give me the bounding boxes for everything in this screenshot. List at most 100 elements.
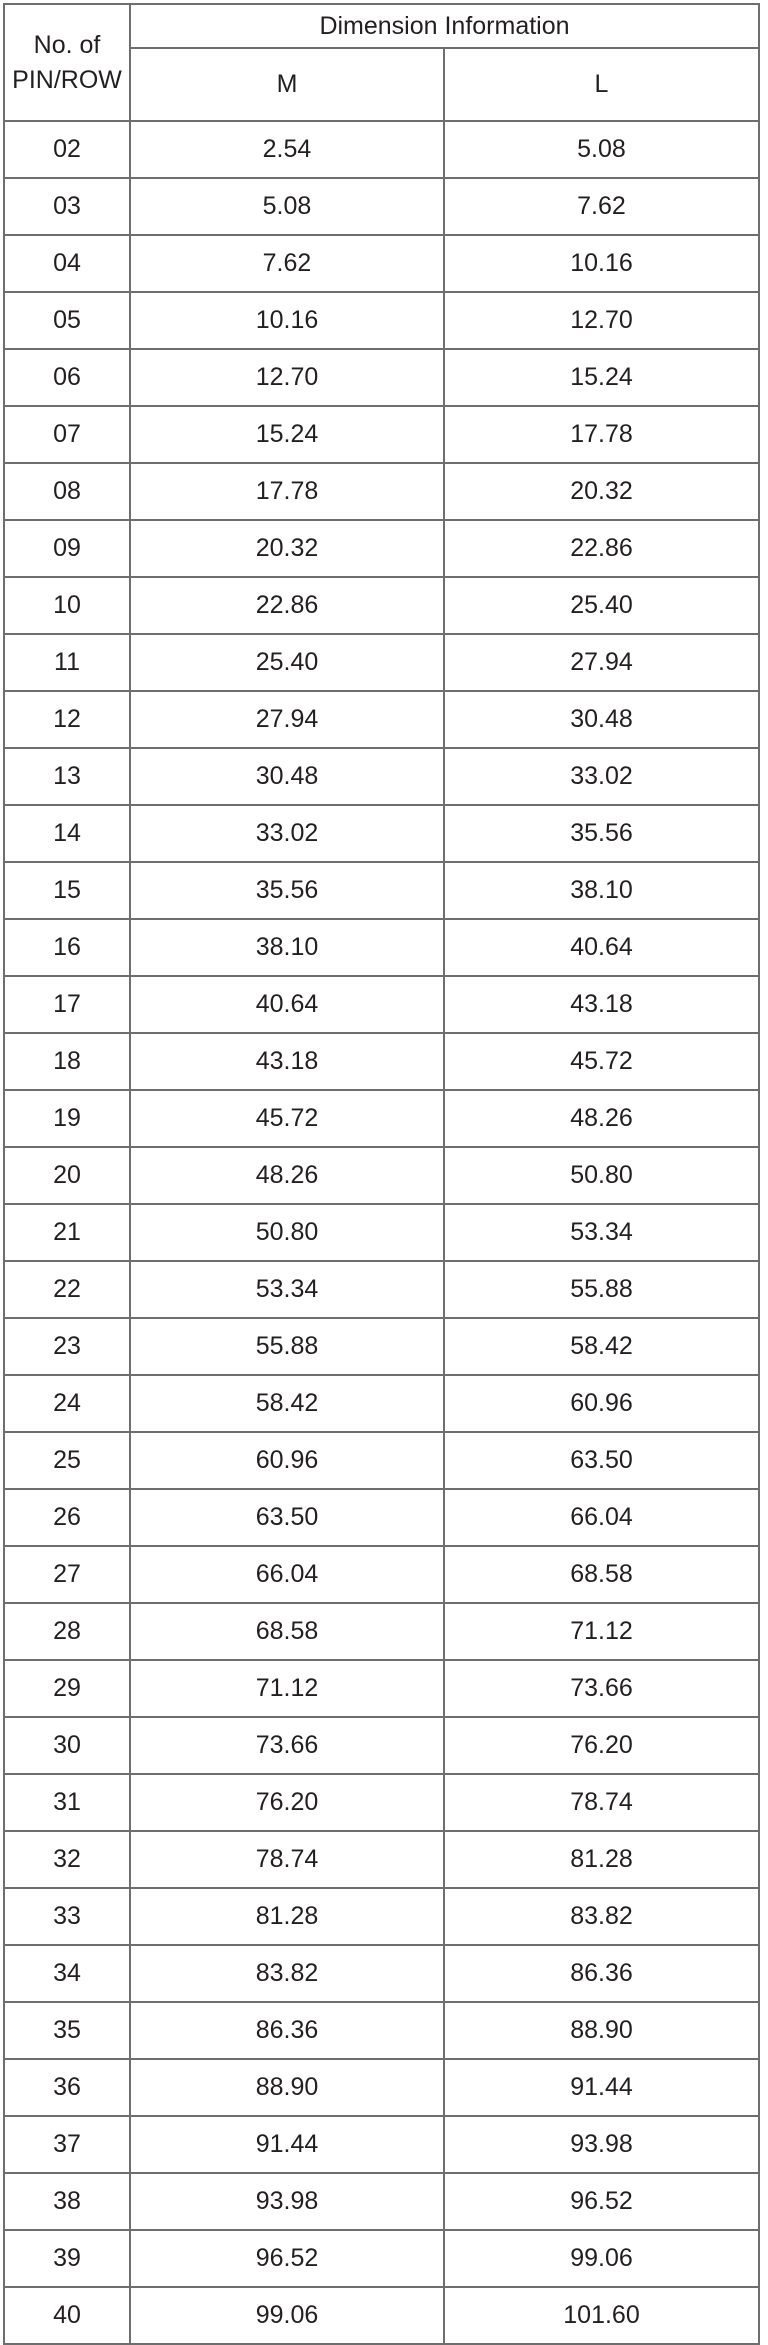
cell-dimension-l: 78.74	[443, 1773, 760, 1832]
cell-dimension-m: 20.32	[129, 519, 445, 578]
cell-dimension-m: 35.56	[129, 861, 445, 920]
cell-dimension-l: 48.26	[443, 1089, 760, 1148]
cell-dimension-l: 71.12	[443, 1602, 760, 1661]
cell-dimension-m: 25.40	[129, 633, 445, 692]
cell-dimension-l: 43.18	[443, 975, 760, 1034]
cell-dimension-l: 60.96	[443, 1374, 760, 1433]
cell-dimension-l: 58.42	[443, 1317, 760, 1376]
cell-pin-per-row: 33	[3, 1887, 131, 1946]
cell-dimension-l: 76.20	[443, 1716, 760, 1775]
table-row: 33 81.28 83.82	[3, 1887, 760, 1946]
cell-pin-per-row: 14	[3, 804, 131, 863]
cell-dimension-l: 53.34	[443, 1203, 760, 1262]
cell-dimension-m: 93.98	[129, 2172, 445, 2231]
table-row: 13 30.48 33.02	[3, 747, 760, 806]
cell-dimension-l: 17.78	[443, 405, 760, 464]
cell-dimension-l: 86.36	[443, 1944, 760, 2003]
table-row: 05 10.16 12.70	[3, 291, 760, 350]
table-row: 06 12.70 15.24	[3, 348, 760, 407]
cell-dimension-m: 48.26	[129, 1146, 445, 1205]
cell-dimension-m: 63.50	[129, 1488, 445, 1547]
table-row: 40 99.06 101.60	[3, 2286, 760, 2345]
cell-pin-per-row: 39	[3, 2229, 131, 2288]
table-row: 07 15.24 17.78	[3, 405, 760, 464]
cell-pin-per-row: 10	[3, 576, 131, 635]
cell-dimension-m: 66.04	[129, 1545, 445, 1604]
cell-pin-per-row: 07	[3, 405, 131, 464]
table-row: 14 33.02 35.56	[3, 804, 760, 863]
cell-dimension-l: 15.24	[443, 348, 760, 407]
cell-dimension-l: 93.98	[443, 2115, 760, 2174]
cell-pin-per-row: 03	[3, 177, 131, 236]
cell-pin-per-row: 04	[3, 234, 131, 293]
table-row: 11 25.40 27.94	[3, 633, 760, 692]
cell-dimension-l: 73.66	[443, 1659, 760, 1718]
cell-dimension-m: 81.28	[129, 1887, 445, 1946]
cell-dimension-l: 25.40	[443, 576, 760, 635]
header-pin-line1: No. of	[33, 31, 101, 59]
table-row: 10 22.86 25.40	[3, 576, 760, 635]
cell-dimension-l: 27.94	[443, 633, 760, 692]
table-row: 28 68.58 71.12	[3, 1602, 760, 1661]
cell-dimension-m: 60.96	[129, 1431, 445, 1490]
cell-pin-per-row: 28	[3, 1602, 131, 1661]
cell-pin-per-row: 30	[3, 1716, 131, 1775]
cell-dimension-m: 43.18	[129, 1032, 445, 1091]
cell-pin-per-row: 20	[3, 1146, 131, 1205]
table-row: 34 83.82 86.36	[3, 1944, 760, 2003]
cell-dimension-l: 96.52	[443, 2172, 760, 2231]
cell-dimension-m: 88.90	[129, 2058, 445, 2117]
cell-pin-per-row: 18	[3, 1032, 131, 1091]
cell-pin-per-row: 08	[3, 462, 131, 521]
cell-dimension-m: 40.64	[129, 975, 445, 1034]
table-row: 17 40.64 43.18	[3, 975, 760, 1034]
cell-dimension-m: 96.52	[129, 2229, 445, 2288]
table-row: 16 38.10 40.64	[3, 918, 760, 977]
cell-dimension-m: 45.72	[129, 1089, 445, 1148]
cell-dimension-m: 78.74	[129, 1830, 445, 1889]
cell-dimension-m: 55.88	[129, 1317, 445, 1376]
table-row: 36 88.90 91.44	[3, 2058, 760, 2117]
cell-pin-per-row: 40	[3, 2286, 131, 2345]
header-dimension-information: Dimension Information	[129, 3, 760, 49]
cell-pin-per-row: 11	[3, 633, 131, 692]
cell-pin-per-row: 38	[3, 2172, 131, 2231]
cell-dimension-l: 10.16	[443, 234, 760, 293]
dimension-table-container: No. of PIN/ROW Dimension Information M L…	[3, 3, 760, 2345]
cell-pin-per-row: 25	[3, 1431, 131, 1490]
header-pin-line2: PIN/ROW	[12, 65, 122, 94]
cell-dimension-l: 30.48	[443, 690, 760, 749]
cell-dimension-m: 86.36	[129, 2001, 445, 2060]
cell-dimension-l: 20.32	[443, 462, 760, 521]
cell-pin-per-row: 24	[3, 1374, 131, 1433]
cell-pin-per-row: 29	[3, 1659, 131, 1718]
cell-dimension-m: 10.16	[129, 291, 445, 350]
cell-pin-per-row: 13	[3, 747, 131, 806]
cell-dimension-l: 101.60	[443, 2286, 760, 2345]
cell-pin-per-row: 16	[3, 918, 131, 977]
cell-pin-per-row: 05	[3, 291, 131, 350]
cell-dimension-l: 99.06	[443, 2229, 760, 2288]
table-row: 26 63.50 66.04	[3, 1488, 760, 1547]
header-row-secondary: M L	[4, 47, 760, 122]
cell-dimension-l: 40.64	[443, 918, 760, 977]
cell-dimension-m: 71.12	[129, 1659, 445, 1718]
cell-dimension-m: 58.42	[129, 1374, 445, 1433]
cell-pin-per-row: 19	[3, 1089, 131, 1148]
table-row: 21 50.80 53.34	[3, 1203, 760, 1262]
cell-pin-per-row: 21	[3, 1203, 131, 1262]
cell-dimension-m: 91.44	[129, 2115, 445, 2174]
header-column-m: M	[129, 47, 445, 122]
cell-dimension-l: 7.62	[443, 177, 760, 236]
cell-pin-per-row: 09	[3, 519, 131, 578]
table-row: 38 93.98 96.52	[3, 2172, 760, 2231]
table-row: 24 58.42 60.96	[3, 1374, 760, 1433]
cell-dimension-m: 7.62	[129, 234, 445, 293]
cell-dimension-m: 99.06	[129, 2286, 445, 2345]
cell-dimension-m: 2.54	[129, 120, 445, 179]
cell-pin-per-row: 12	[3, 690, 131, 749]
cell-pin-per-row: 23	[3, 1317, 131, 1376]
cell-dimension-m: 50.80	[129, 1203, 445, 1262]
cell-dimension-m: 22.86	[129, 576, 445, 635]
cell-dimension-l: 63.50	[443, 1431, 760, 1490]
